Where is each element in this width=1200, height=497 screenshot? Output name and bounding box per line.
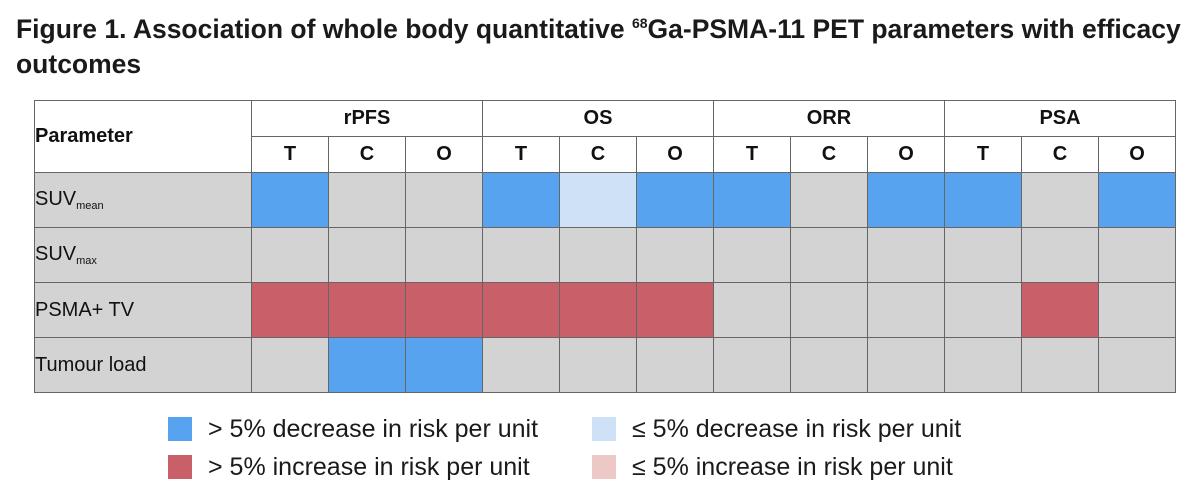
legend-label: ≤ 5% decrease in risk per unit	[632, 415, 962, 443]
subcolumn-header-rpfs-t: T	[251, 136, 329, 173]
heatmap-cell-os-t	[482, 337, 560, 393]
heatmap-cell-rpfs-o	[405, 172, 483, 228]
heatmap-cell-psa-o	[1098, 227, 1176, 283]
heatmap-cell-rpfs-o	[405, 227, 483, 283]
heatmap-cell-rpfs-t	[251, 282, 329, 338]
subcolumn-header-orr-t: T	[713, 136, 791, 173]
row-label-subscript: max	[76, 255, 97, 267]
title-prefix: Figure 1. Association of whole body quan…	[16, 14, 632, 44]
heatmap-cell-psa-t	[944, 337, 1022, 393]
heatmap-row: PSMA+ TV	[34, 282, 1176, 338]
heatmap-cell-psa-o	[1098, 172, 1176, 228]
row-label-text: SUV	[35, 243, 77, 265]
legend-swatch	[592, 417, 616, 441]
parameter-header: Parameter	[34, 100, 252, 173]
legend-label: > 5% increase in risk per unit	[208, 453, 530, 481]
heatmap-cell-rpfs-t	[251, 227, 329, 283]
group-header-psa: PSA	[944, 100, 1176, 137]
heatmap-cell-orr-t	[713, 282, 791, 338]
subcolumn-header-rpfs-c: C	[328, 136, 406, 173]
heatmap-cell-orr-t	[713, 337, 791, 393]
legend: > 5% decrease in risk per unit ≤ 5% decre…	[168, 414, 1028, 486]
row-label-text: SUV	[35, 188, 77, 210]
heatmap-cell-orr-c	[790, 282, 868, 338]
heatmap-cell-orr-c	[790, 172, 868, 228]
heatmap-cell-os-c	[559, 172, 637, 228]
heatmap-cell-rpfs-t	[251, 337, 329, 393]
heatmap-cell-os-c	[559, 337, 637, 393]
heatmap-cell-os-t	[482, 172, 560, 228]
heatmap-cell-orr-t	[713, 227, 791, 283]
heatmap-cell-rpfs-t	[251, 172, 329, 228]
heatmap-cell-rpfs-c	[328, 227, 406, 283]
heatmap-cell-rpfs-c	[328, 282, 406, 338]
subcolumn-header-os-c: C	[559, 136, 637, 173]
subcolumn-header-orr-c: C	[790, 136, 868, 173]
heatmap-cell-psa-t	[944, 282, 1022, 338]
heatmap-cell-psa-c	[1021, 337, 1099, 393]
heatmap-cell-psa-t	[944, 227, 1022, 283]
subcolumn-header-psa-t: T	[944, 136, 1022, 173]
heatmap-cell-orr-c	[790, 227, 868, 283]
row-label: SUVmean	[34, 172, 252, 228]
row-label-subscript: mean	[76, 200, 104, 212]
heatmap-cell-orr-o	[867, 337, 945, 393]
legend-swatch	[168, 455, 192, 479]
heatmap-cell-rpfs-o	[405, 282, 483, 338]
group-header-row: Parameter rPFS OS ORR PSA	[34, 100, 1176, 173]
heatmap-cell-psa-c	[1021, 172, 1099, 228]
heatmap-cell-rpfs-c	[328, 172, 406, 228]
heatmap-row: Tumour load	[34, 337, 1176, 393]
legend-swatch	[168, 417, 192, 441]
heatmap-cell-os-t	[482, 282, 560, 338]
legend-label: ≤ 5% increase in risk per unit	[632, 453, 953, 481]
row-label-text: PSMA+ TV	[35, 298, 135, 321]
heatmap-cell-os-o	[636, 337, 714, 393]
legend-swatch	[592, 455, 616, 479]
heatmap-cell-os-c	[559, 227, 637, 283]
heatmap-cell-psa-o	[1098, 282, 1176, 338]
row-label: Tumour load	[34, 337, 252, 393]
heatmap-cell-psa-o	[1098, 337, 1176, 393]
group-header-orr: ORR	[713, 100, 945, 137]
subcolumn-header-orr-o: O	[867, 136, 945, 173]
figure-title: Figure 1. Association of whole body quan…	[16, 12, 1191, 82]
row-label: PSMA+ TV	[34, 282, 252, 338]
heatmap-cell-psa-t	[944, 172, 1022, 228]
heatmap-cell-orr-c	[790, 337, 868, 393]
heatmap-cell-rpfs-c	[328, 337, 406, 393]
heatmap-cell-orr-t	[713, 172, 791, 228]
title-suffix: Ga-PSMA-11 PET parameters with efficacy …	[16, 14, 1181, 79]
subcolumn-header-os-o: O	[636, 136, 714, 173]
heatmap-cell-os-c	[559, 282, 637, 338]
subcolumn-header-psa-o: O	[1098, 136, 1176, 173]
heatmap-cell-os-o	[636, 282, 714, 338]
heatmap-cell-orr-o	[867, 172, 945, 228]
subcolumn-header-os-t: T	[482, 136, 560, 173]
subcolumn-header-psa-c: C	[1021, 136, 1099, 173]
heatmap-cell-os-o	[636, 227, 714, 283]
heatmap-cell-psa-c	[1021, 282, 1099, 338]
heatmap-row: SUVmax	[34, 227, 1176, 283]
group-header-os: OS	[482, 100, 714, 137]
heatmap-row: SUVmean	[34, 172, 1176, 228]
subcolumn-header-rpfs-o: O	[405, 136, 483, 173]
heatmap-cell-orr-o	[867, 282, 945, 338]
legend-label: > 5% decrease in risk per unit	[208, 415, 539, 443]
heatmap-cell-orr-o	[867, 227, 945, 283]
group-header-rpfs: rPFS	[251, 100, 483, 137]
row-label: SUVmax	[34, 227, 252, 283]
heatmap-cell-os-o	[636, 172, 714, 228]
row-label-text: Tumour load	[35, 353, 147, 376]
title-superscript: 68	[631, 15, 648, 31]
heatmap-cell-rpfs-o	[405, 337, 483, 393]
heatmap-body: SUVmean SUVmax PSMA+ TV Tumour load	[34, 172, 1176, 393]
heatmap-cell-psa-c	[1021, 227, 1099, 283]
heatmap-cell-os-t	[482, 227, 560, 283]
